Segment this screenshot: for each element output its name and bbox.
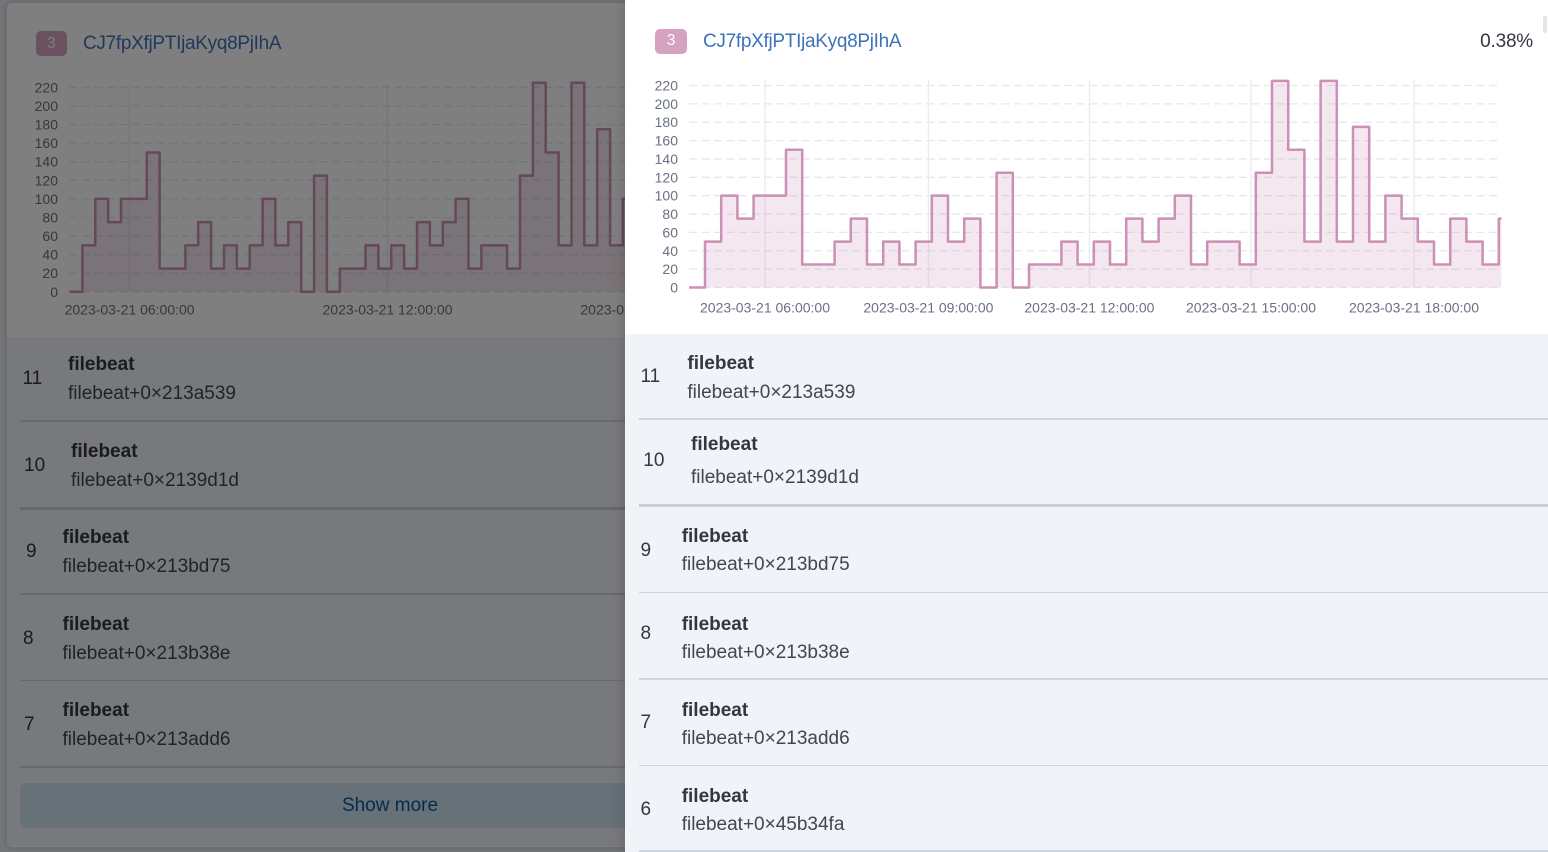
svg-text:40: 40 (662, 243, 678, 259)
svg-text:60: 60 (662, 224, 678, 240)
svg-text:20: 20 (662, 261, 678, 277)
svg-text:2023-03-21 12:00:00: 2023-03-21 12:00:00 (1024, 300, 1154, 316)
svg-text:160: 160 (655, 133, 679, 149)
svg-text:200: 200 (655, 96, 679, 112)
svg-text:180: 180 (655, 114, 679, 130)
svg-text:100: 100 (655, 188, 679, 204)
svg-text:2023-03-21 15:00:00: 2023-03-21 15:00:00 (1186, 300, 1316, 316)
svg-text:220: 220 (655, 78, 679, 94)
svg-text:2023-03-21 06:00:00: 2023-03-21 06:00:00 (700, 300, 830, 316)
svg-text:0: 0 (670, 280, 678, 296)
svg-text:140: 140 (655, 151, 679, 167)
svg-text:2023-03-21 18:00:00: 2023-03-21 18:00:00 (1349, 300, 1479, 316)
svg-text:2023-03-21 09:00:00: 2023-03-21 09:00:00 (863, 300, 993, 316)
svg-text:120: 120 (655, 169, 679, 185)
svg-text:80: 80 (662, 206, 678, 222)
